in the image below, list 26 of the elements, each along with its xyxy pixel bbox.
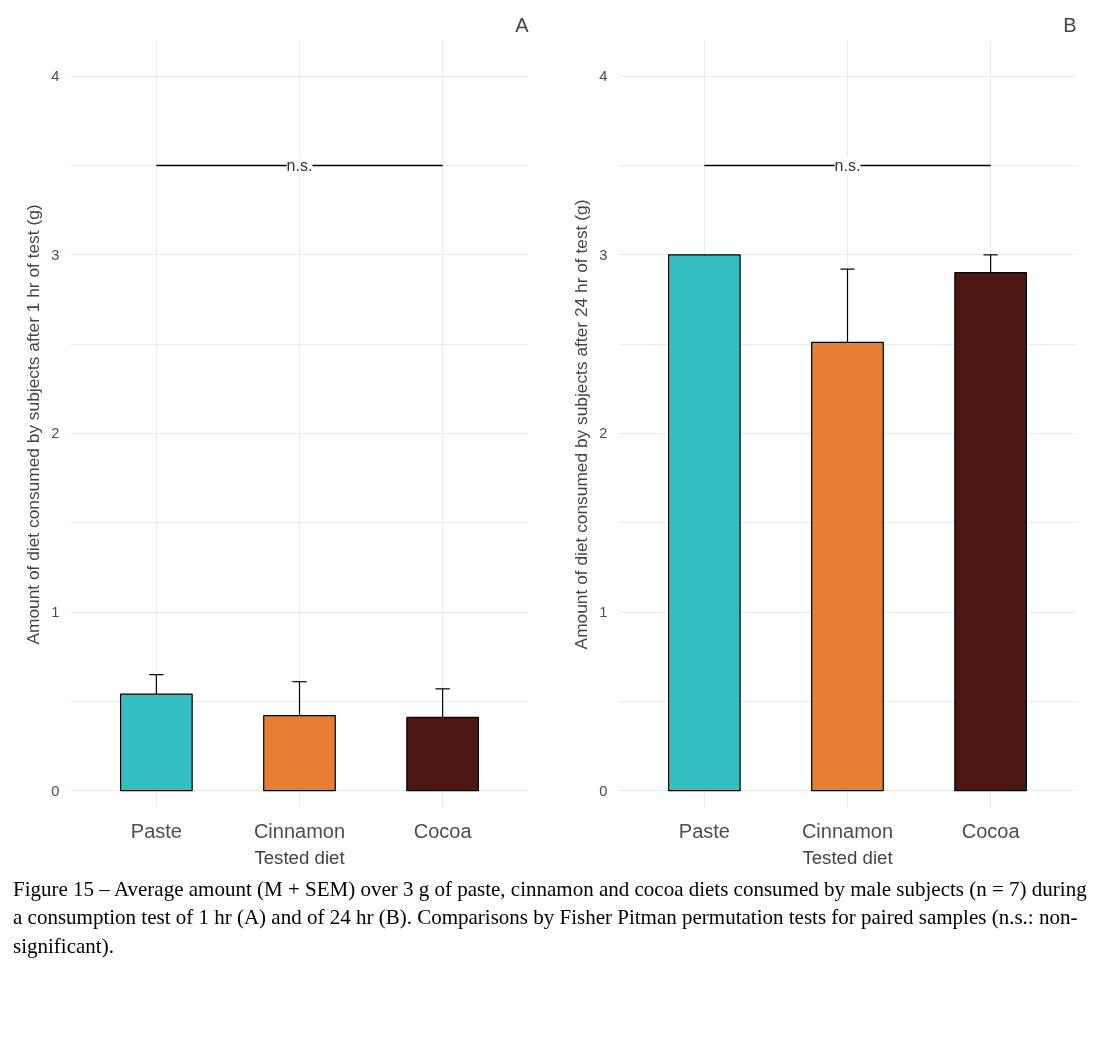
bar [667, 254, 741, 792]
chart-title: A [515, 13, 530, 36]
y-tick-label: 3 [599, 246, 608, 263]
y-tick-label: 4 [599, 68, 608, 85]
y-axis-title: Amount of diet consumed by subjects after 24 hr of test (g) [571, 199, 592, 650]
y-tick-label: 1 [51, 604, 60, 621]
y-tick-label: 2 [51, 425, 60, 442]
x-tick-label: Paste [678, 819, 730, 842]
y-tick-label: 1 [599, 604, 608, 621]
annotation: n.s. [834, 157, 861, 175]
x-tick-label: Paste [130, 819, 182, 842]
chart-title: B [1063, 13, 1077, 36]
y-tick-label: 4 [51, 68, 60, 85]
x-tick-label: Cocoa [413, 819, 473, 842]
y-tick-label: 0 [599, 782, 608, 799]
y-tick-label: 3 [51, 246, 60, 263]
x-axis-title: Tested diet [254, 846, 346, 868]
x-axis-title: Tested diet [802, 846, 894, 868]
x-tick-label: Cocoa [961, 819, 1021, 842]
x-tick-label: Cinnamon [801, 819, 894, 842]
y-axis-title: Amount of diet consumed by subjects after 1 hr of test (g) [23, 204, 44, 645]
annotation: n.s. [286, 157, 313, 175]
y-tick-label: 2 [599, 425, 608, 442]
y-tick-label: 0 [51, 782, 60, 799]
caption: Figure 15 – Average amount (M + SEM) over 3 g of paste, cinnamon and cocoa diets consumed by male subjects (n = 7) during a consumption test of 1 hr (A) and of 24 hr (B). Comparisons by Fisher Pitman permutation tests for paired samples (n.s.: non-significant). [13, 876, 1088, 960]
x-tick-label: Cinnamon [253, 819, 346, 842]
